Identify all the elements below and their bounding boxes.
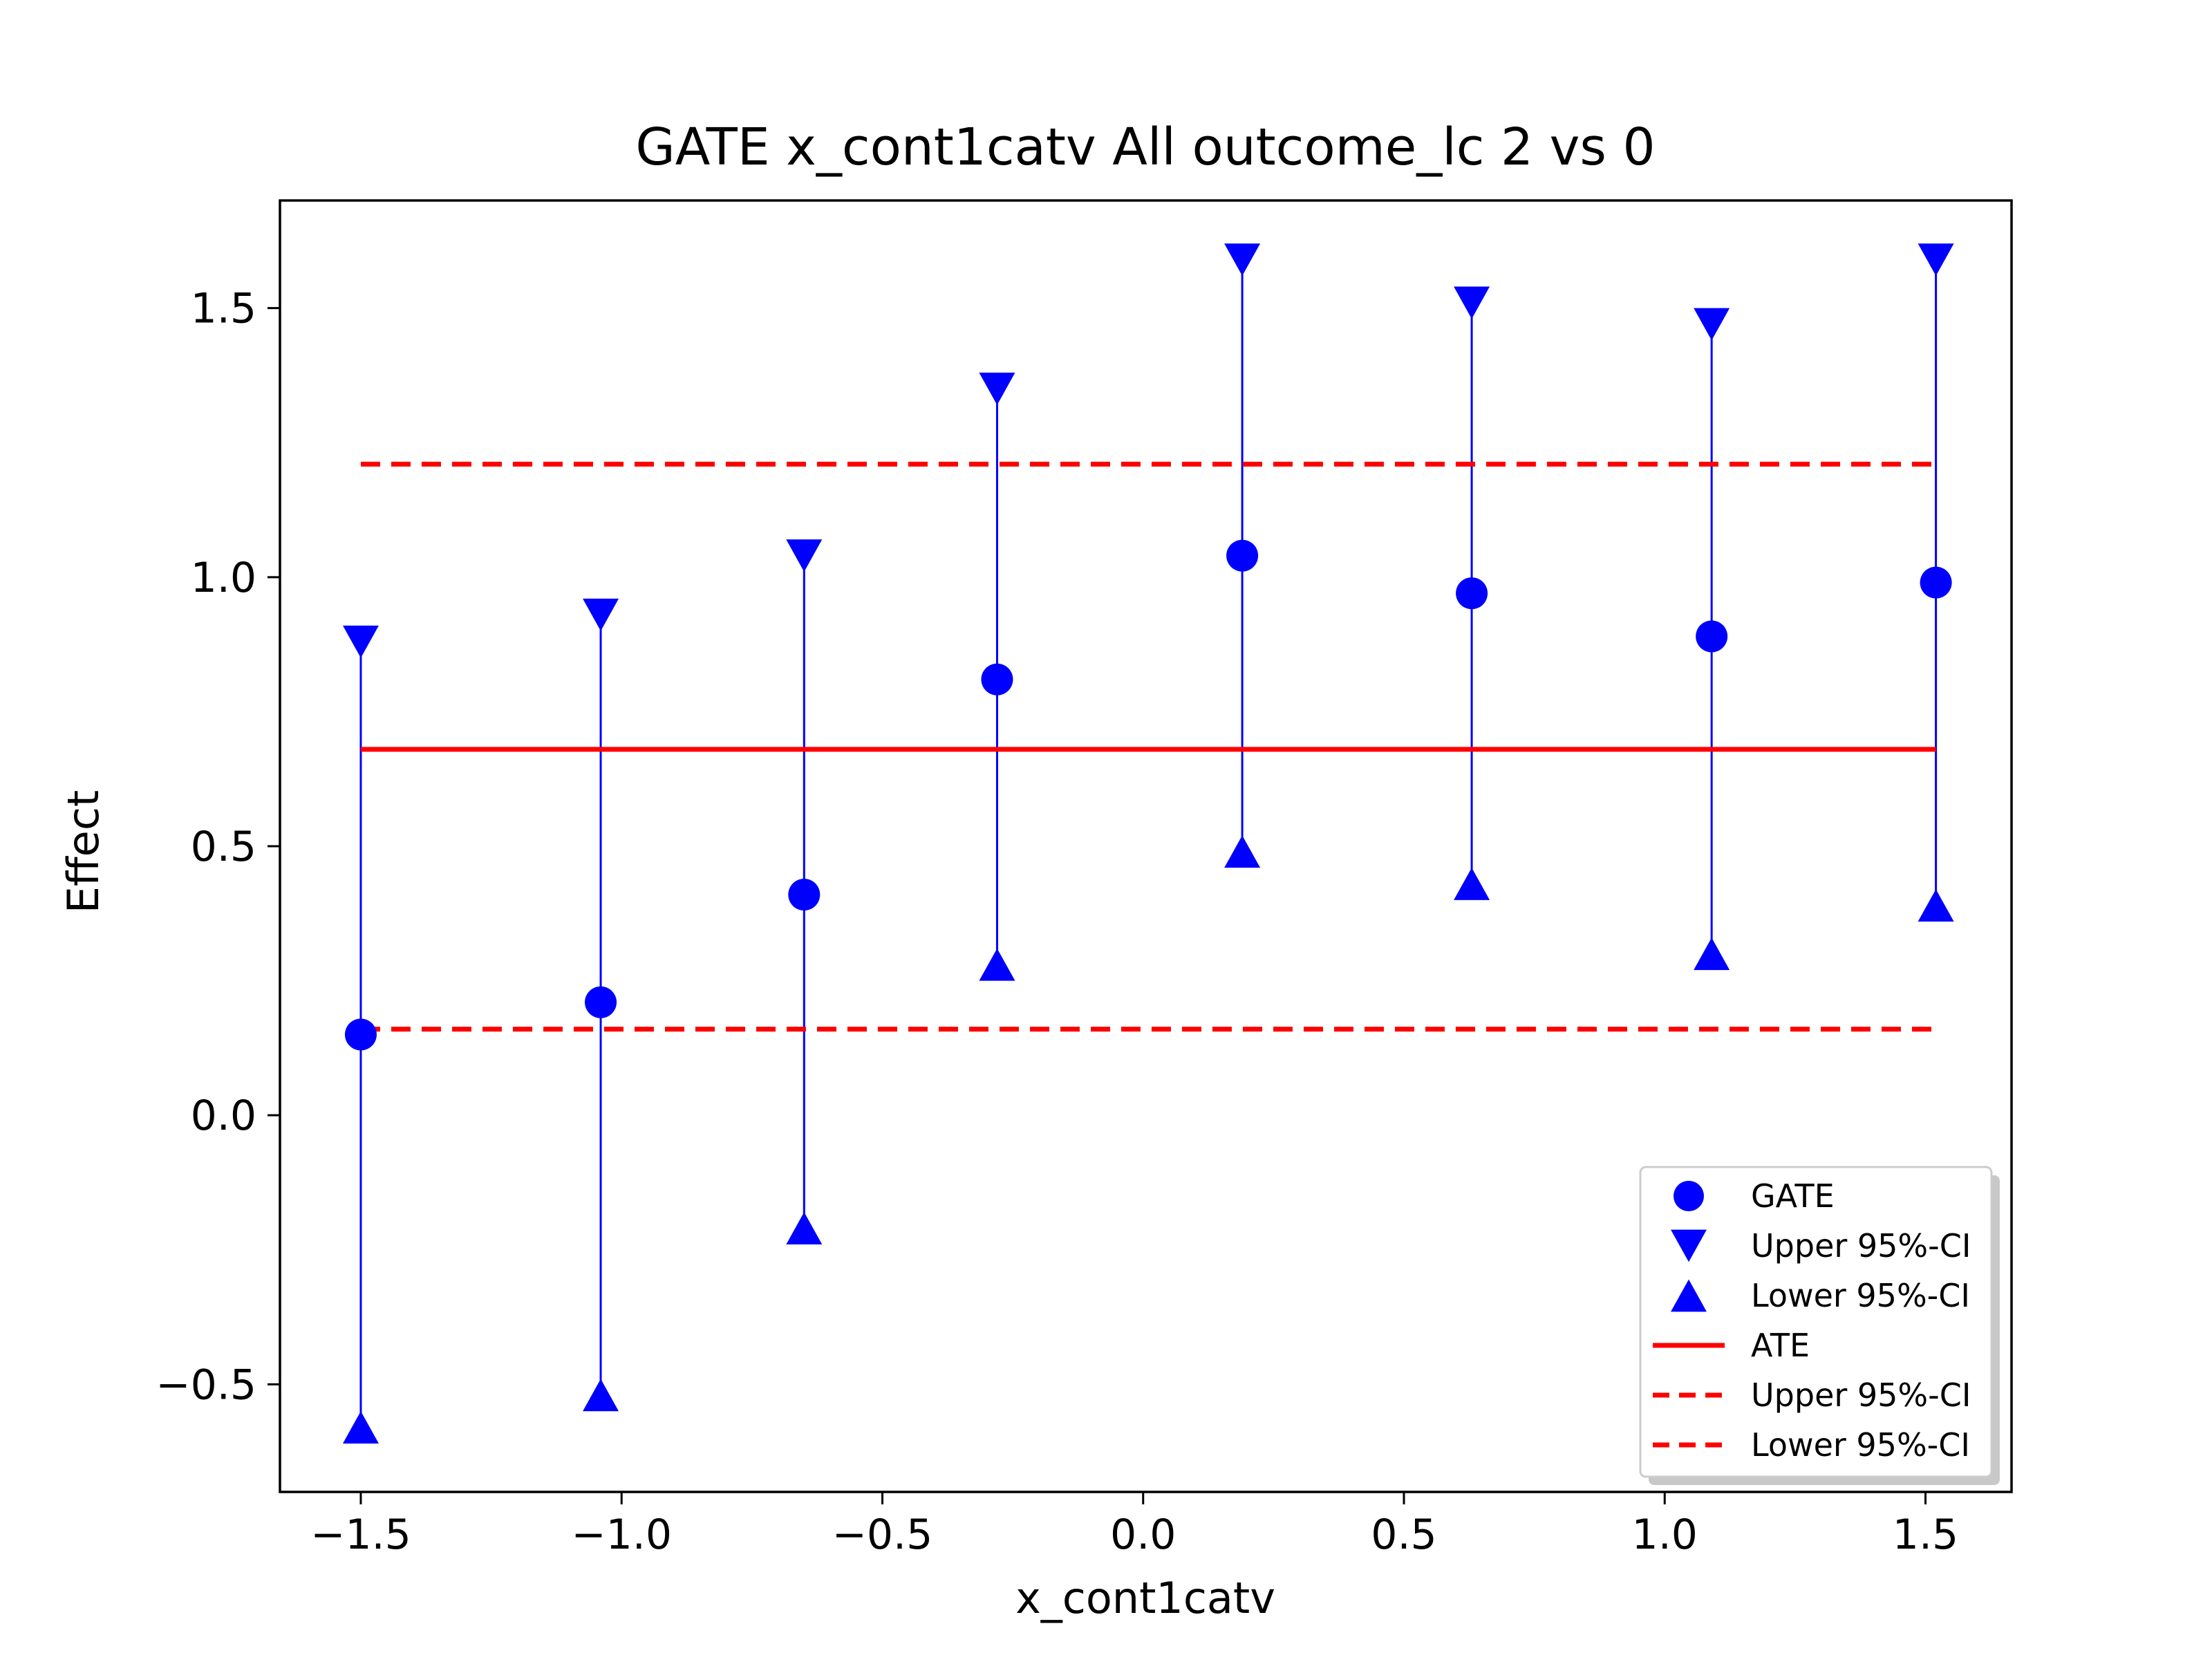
legend-label: GATE [1751, 1177, 1835, 1215]
gate-lower-ci-marker [786, 1212, 823, 1245]
x-tick-label: 1.0 [1632, 1511, 1698, 1559]
y-tick-label: 1.0 [191, 554, 256, 602]
y-tick-label: 0.0 [191, 1092, 256, 1140]
x-tick-label: −1.0 [571, 1511, 672, 1559]
legend-label: ATE [1751, 1327, 1810, 1364]
gate-point [585, 986, 617, 1018]
gate-upper-ci-marker [1694, 308, 1730, 341]
gate-point [344, 1018, 377, 1051]
y-axis-label: Effect [58, 790, 109, 913]
gate-upper-ci-marker [1918, 243, 1954, 277]
gate-lower-ci-marker [1918, 889, 1954, 922]
y-tick-label: −0.5 [156, 1361, 256, 1409]
axes: −1.5 −1.0 −0.5 0.0 0.5 1.0 1.5 −0.5 0.0 0.5 1.0 1.5 [156, 199, 2013, 1559]
gate-point [1920, 566, 1952, 599]
gate-lower-ci-marker [979, 948, 1015, 981]
legend-marker-triangle-down [1671, 1229, 1707, 1262]
gate-point [1226, 539, 1259, 572]
gate-upper-ci-marker [1224, 243, 1261, 277]
legend-label: Upper 95%-CI [1751, 1376, 1971, 1414]
chart-title: GATE x_cont1catv All outcome_lc 2 vs 0 [635, 118, 1655, 177]
legend: GATE Upper 95%-CI Lower 95%-CI ATE Upper 95%… [1639, 1166, 2000, 1485]
x-tick-label: 1.5 [1893, 1511, 1958, 1559]
legend-marker-circle [1674, 1181, 1704, 1211]
legend-label: Upper 95%-CI [1751, 1227, 1971, 1264]
x-tick-label: 0.0 [1110, 1511, 1176, 1559]
plot-area [342, 243, 1954, 1444]
gate-upper-ci-marker [979, 373, 1015, 405]
gate-point [1696, 620, 1728, 653]
gate-point [1456, 577, 1488, 610]
gate-lower-ci-marker [1224, 835, 1261, 868]
gate-lower-ci-marker [342, 1411, 379, 1444]
gate-upper-ci-marker [583, 598, 619, 631]
x-axis-label: x_cont1catv [1015, 1573, 1275, 1623]
legend-box [1639, 1166, 1993, 1478]
gate-upper-ci-marker [342, 625, 379, 658]
x-tick-label: 0.5 [1371, 1511, 1436, 1559]
legend-marker-triangle-up [1671, 1279, 1707, 1312]
y-tick-label: 1.5 [191, 285, 256, 333]
gate-lower-ci-marker [1694, 937, 1730, 971]
y-tick-label: 0.5 [191, 823, 256, 871]
gate-lower-ci-marker [1454, 868, 1490, 900]
x-tick-label: −0.5 [832, 1511, 933, 1559]
legend-label: Lower 95%-CI [1751, 1277, 1970, 1314]
gate-upper-ci-marker [1454, 286, 1490, 319]
gate-lower-ci-marker [583, 1379, 619, 1412]
gate-point [981, 663, 1013, 695]
x-tick-label: −1.5 [310, 1511, 411, 1559]
legend-label: Lower 95%-CI [1751, 1426, 1970, 1464]
gate-upper-ci-marker [786, 539, 823, 572]
gate-point [788, 879, 821, 911]
